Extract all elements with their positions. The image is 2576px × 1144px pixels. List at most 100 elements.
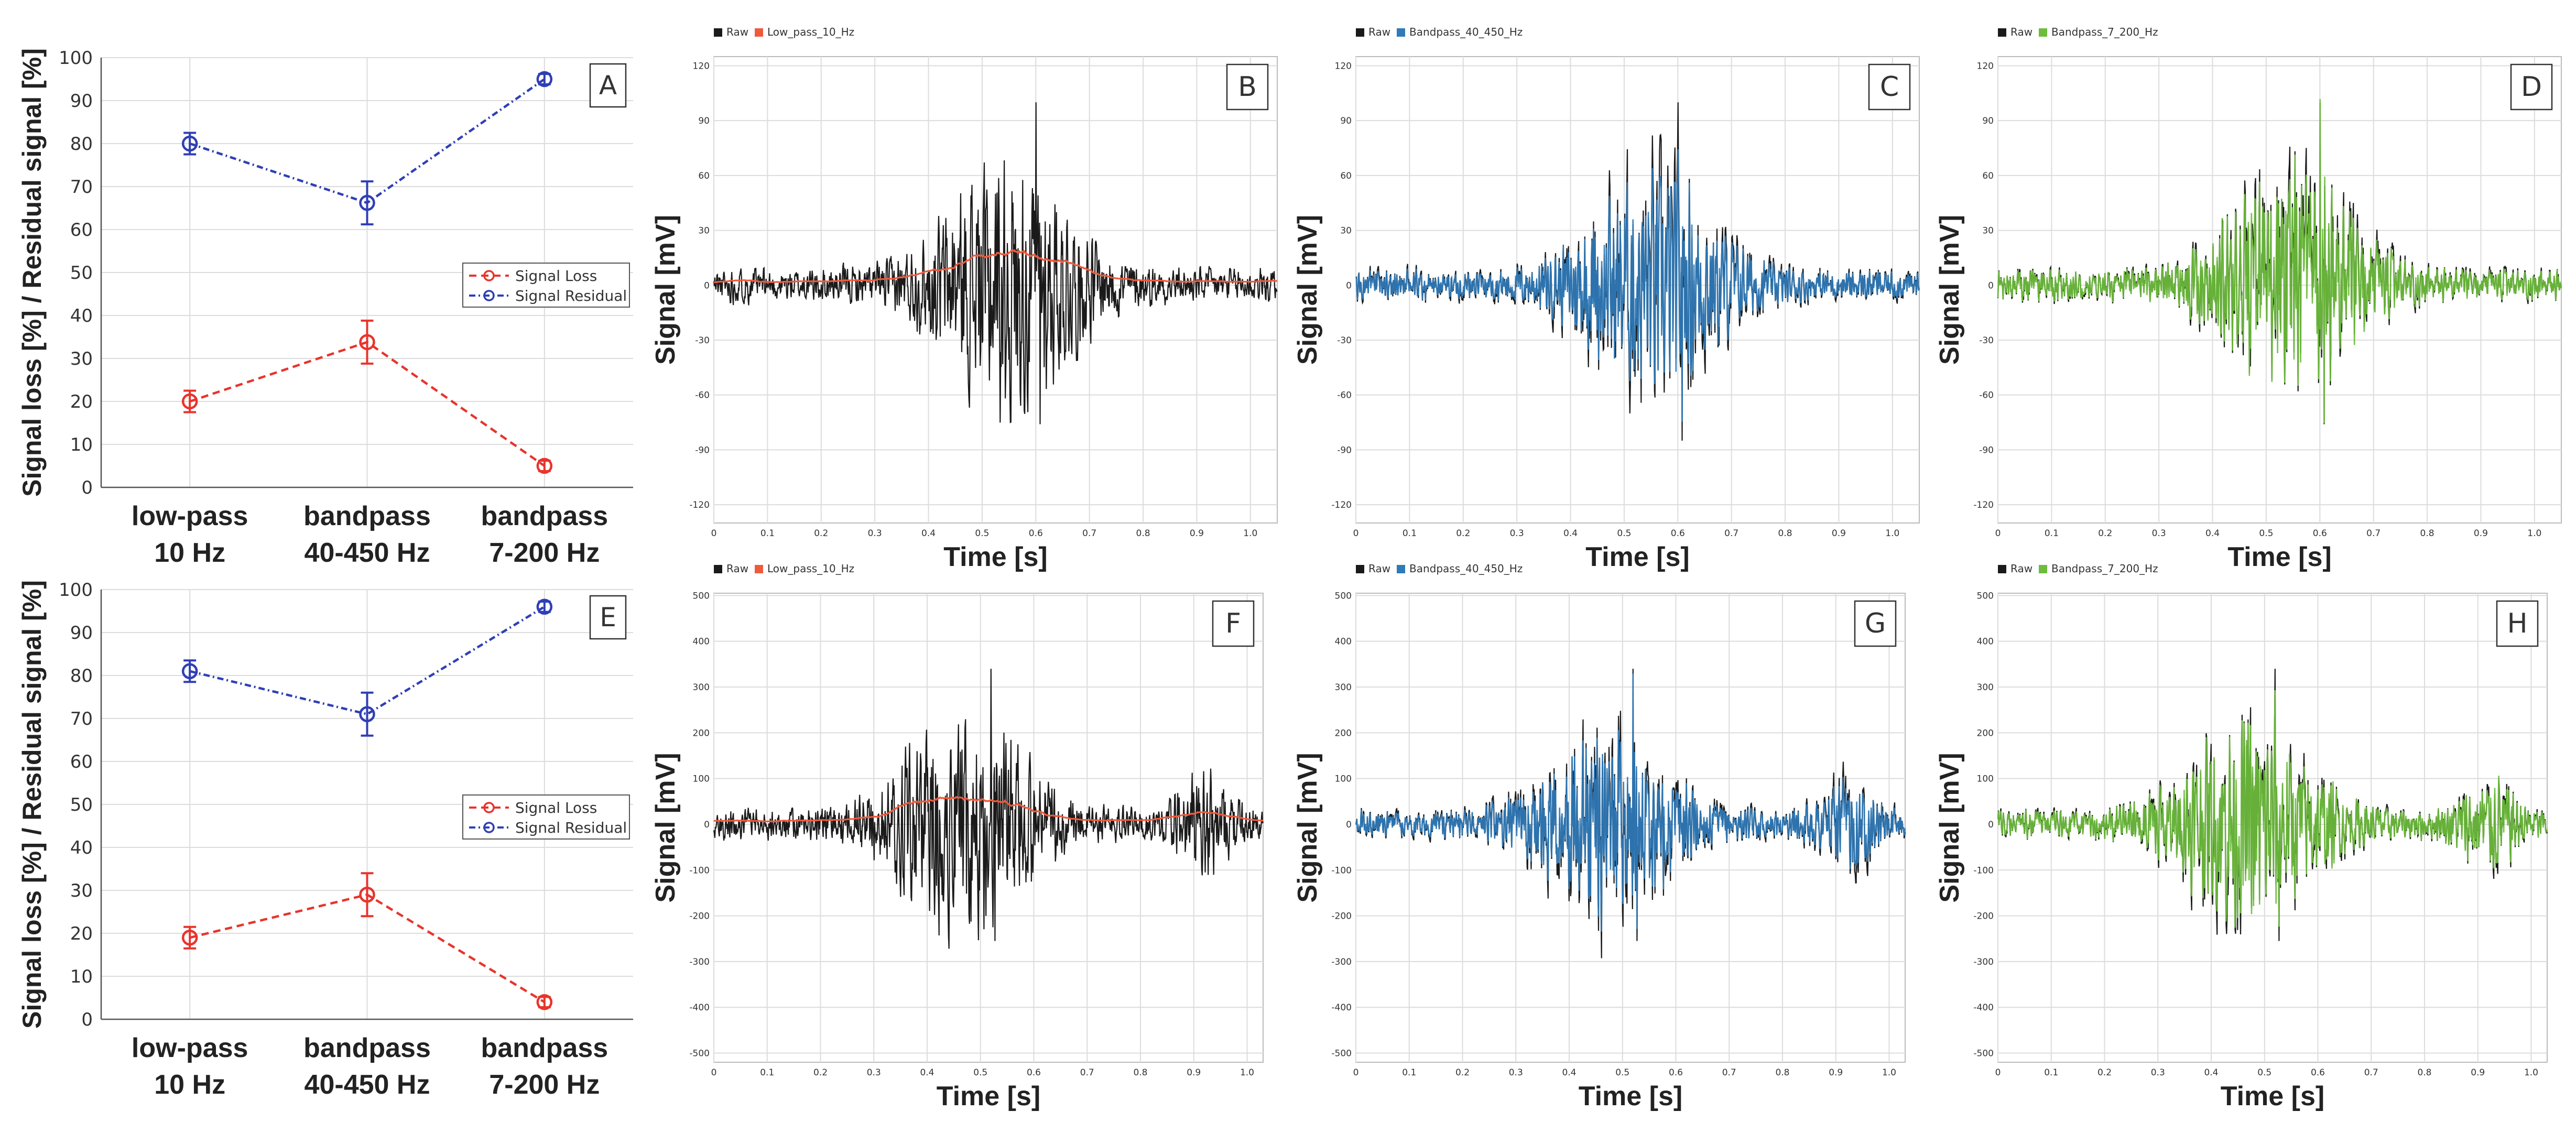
- panel-g: -500 -400 -300 -200 -100 0 100 200 300 400 500 0 0.1…: [1292, 562, 1906, 1112]
- y-axis-label: Signal [mV]: [650, 753, 681, 902]
- x-tick-label: 0.4: [2204, 1067, 2218, 1078]
- y-tick-label: 30: [1340, 226, 1352, 236]
- x-tick-label: 0.4: [1562, 1067, 1576, 1078]
- x-tick-label: 0.5: [1617, 528, 1631, 539]
- data-point: [359, 886, 375, 903]
- y-tick-label: 120: [1335, 61, 1352, 71]
- x-tick-label: 0.9: [1187, 1067, 1201, 1078]
- legend-swatch-filter: [755, 565, 763, 573]
- panel-h: -500 -400 -300 -200 -100 0 100 200 300 400 500 0 0.1…: [1934, 562, 2548, 1112]
- panel-d: -120 -90 -60 -30 0 30 60 90 120 0 0.1 0.2 0.3 0.4 0.5 0…: [1934, 26, 2562, 572]
- y-tick-label: 10: [70, 966, 93, 987]
- y-tick-label: -90: [1979, 445, 1994, 455]
- y-tick-label: 100: [59, 580, 93, 601]
- x-tick-label: 0.1: [1402, 1067, 1416, 1078]
- x-tick-label: 0.8: [2420, 528, 2434, 539]
- legend-swatch-filter: [2039, 28, 2047, 37]
- x-tick-label: 0.7: [1724, 528, 1738, 539]
- legend-label-filter: Bandpass_7_200_Hz: [2051, 26, 2158, 38]
- x-tick-label: 0.6: [1027, 1067, 1041, 1078]
- y-tick-label: 20: [70, 391, 93, 412]
- x-tick-label: 0.5: [2259, 528, 2273, 539]
- y-tick-label: -120: [1973, 500, 1994, 510]
- panel-label: C: [1880, 71, 1899, 103]
- y-tick-label: 0: [1988, 820, 1994, 830]
- legend-swatch-filter: [1397, 28, 1405, 37]
- y-tick-label: 0: [1988, 280, 1994, 291]
- x-tick-label: 0.3: [867, 1067, 881, 1078]
- x-tick-label: 1.0: [2524, 1067, 2538, 1078]
- data-point: [181, 929, 198, 946]
- x-tick-label: 0.4: [1563, 528, 1578, 539]
- x-tick-label: 1.0: [1882, 1067, 1896, 1078]
- y-tick-label: 90: [70, 623, 93, 644]
- y-tick-label: -90: [1337, 445, 1352, 455]
- panel-label-box: [589, 63, 627, 108]
- y-axis-label: Signal [mV]: [650, 215, 681, 365]
- y-tick-label: 100: [1335, 774, 1352, 785]
- x-tick-label: 0.8: [1133, 1067, 1147, 1078]
- y-tick-label: 80: [70, 134, 93, 155]
- legend-swatch-raw: [1356, 28, 1364, 37]
- x-tick-label: 10 Hz: [154, 1070, 225, 1100]
- x-tick-label: 0.1: [760, 528, 775, 539]
- legend-label-raw: Raw: [726, 26, 748, 38]
- legend-marker: [483, 822, 495, 833]
- legend-swatch-filter: [1397, 565, 1405, 573]
- x-tick-label: 0.2: [1455, 1067, 1470, 1078]
- y-tick-label: 30: [70, 880, 93, 901]
- y-tick-label: 60: [698, 171, 710, 181]
- y-tick-label: 60: [1982, 171, 1994, 181]
- panel-label: A: [599, 70, 617, 101]
- y-tick-label: 400: [1977, 637, 1994, 647]
- x-tick-label: 0.2: [813, 1067, 828, 1078]
- x-axis-label: Time [s]: [1579, 1081, 1682, 1112]
- y-tick-label: 300: [1977, 682, 1994, 693]
- legend-label-raw: Raw: [2010, 26, 2032, 38]
- x-tick-label: 0.9: [1832, 528, 1846, 539]
- panel-label-box: [589, 595, 627, 640]
- y-tick-label: 200: [1977, 728, 1994, 738]
- y-tick-label: -400: [689, 1003, 710, 1013]
- y-tick-label: 300: [1335, 682, 1352, 693]
- legend-marker: [483, 270, 495, 281]
- series-line-signal-residual: [189, 605, 545, 716]
- legend-marker: [483, 290, 495, 301]
- data-point: [536, 71, 553, 88]
- y-tick-label: 500: [1335, 591, 1352, 601]
- y-tick-label: -30: [1337, 335, 1352, 346]
- y-tick-label: 120: [693, 61, 710, 71]
- x-tick-label: 0.8: [1136, 528, 1150, 539]
- data-point: [536, 598, 553, 615]
- x-tick-label: bandpass: [303, 501, 431, 531]
- legend-label-raw: Raw: [726, 562, 748, 575]
- panel-label: G: [1865, 608, 1886, 639]
- data-point: [359, 194, 375, 211]
- legend-label-raw: Raw: [1368, 562, 1390, 575]
- panel-label: F: [1225, 608, 1241, 639]
- panel-label: D: [2521, 71, 2542, 103]
- y-tick-label: -300: [1973, 957, 1994, 967]
- x-tick-label: 0.8: [1778, 528, 1792, 539]
- y-tick-label: 60: [70, 751, 93, 772]
- data-point: [181, 393, 198, 410]
- x-tick-label: 40-450 Hz: [305, 1070, 430, 1100]
- y-tick-label: -120: [1331, 500, 1352, 510]
- y-tick-label: 80: [70, 666, 93, 687]
- x-tick-label: 0.3: [1510, 528, 1524, 539]
- y-tick-label: 0: [704, 820, 710, 830]
- y-tick-label: 50: [70, 794, 93, 815]
- x-tick-label: 0.6: [1669, 1067, 1683, 1078]
- y-tick-label: 50: [70, 263, 93, 284]
- y-tick-label: -200: [689, 911, 710, 922]
- x-tick-label: 0.7: [2364, 1067, 2378, 1078]
- legend-swatch-raw: [1998, 565, 2006, 573]
- y-tick-label: -60: [1337, 390, 1352, 401]
- x-tick-label: bandpass: [481, 1033, 608, 1063]
- y-axis-label: Signal [mV]: [1292, 215, 1323, 365]
- legend-label-raw: Raw: [2010, 562, 2032, 575]
- filtered-signal-line: [1997, 690, 2548, 928]
- x-tick-label: 0.7: [1082, 528, 1096, 539]
- legend-label-filter: Bandpass_40_450_Hz: [1409, 562, 1523, 575]
